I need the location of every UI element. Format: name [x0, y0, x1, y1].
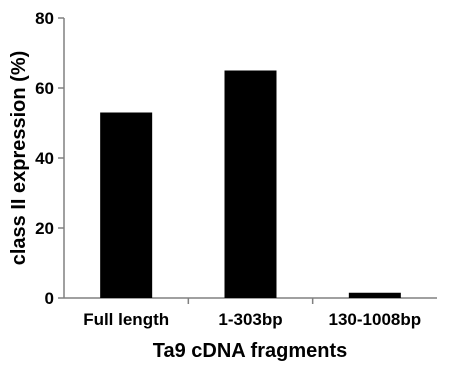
y-tick-label: 0 [45, 289, 54, 308]
y-tick-label: 20 [35, 219, 54, 238]
y-tick-label: 60 [35, 79, 54, 98]
y-tick-label: 80 [35, 9, 54, 28]
x-ticks [187, 298, 314, 304]
x-tick-label: 130-1008bp [329, 310, 422, 329]
x-tick-label: 1-303bp [218, 310, 282, 329]
bar [100, 112, 153, 298]
bars [100, 70, 401, 298]
x-tick-label: Full length [83, 310, 169, 329]
x-axis-title: Ta9 cDNA fragments [153, 340, 348, 362]
y-ticks: 0 20 40 60 80 [35, 9, 64, 308]
y-tick-label: 40 [35, 149, 54, 168]
y-axis-title: class II expression (%) [8, 51, 30, 266]
bar [348, 292, 401, 298]
bar [224, 70, 277, 298]
category-labels: Full length 1-303bp 130-1008bp [83, 310, 421, 329]
